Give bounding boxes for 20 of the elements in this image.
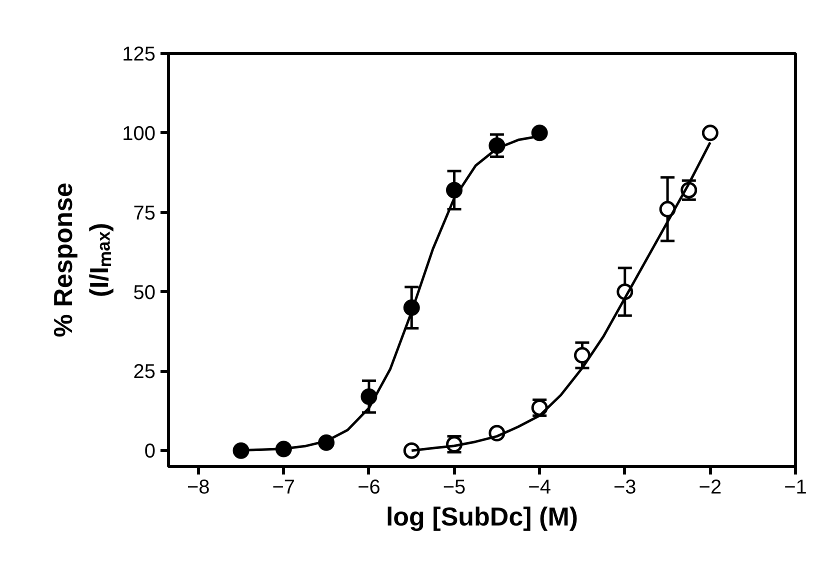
x-tick-label: −7 xyxy=(272,476,296,498)
y-tick-label: 25 xyxy=(133,361,156,384)
x-tick-label: −5 xyxy=(442,476,466,498)
point xyxy=(574,347,590,364)
y-tick-label: 100 xyxy=(122,122,156,145)
x-tick-label: −1 xyxy=(784,476,807,498)
y-tick-label: 50 xyxy=(133,282,156,304)
y-axis-title: % Response (I/Iₘₐₓ) xyxy=(48,182,114,338)
x-tick-label: −3 xyxy=(613,476,636,498)
x-axis-title: log [SubDc] (M) xyxy=(386,502,578,532)
point xyxy=(531,124,548,142)
point xyxy=(702,124,718,142)
x-tick-label: −2 xyxy=(698,476,722,498)
x-tick-label: −8 xyxy=(186,476,210,498)
x-tick-label: −4 xyxy=(528,476,551,498)
point xyxy=(232,442,250,459)
y-tick-label: 75 xyxy=(133,202,156,224)
y-tick-label: 125 xyxy=(122,44,156,66)
x-tick-label: −6 xyxy=(358,476,380,498)
y-tick-label: 0 xyxy=(144,440,156,463)
